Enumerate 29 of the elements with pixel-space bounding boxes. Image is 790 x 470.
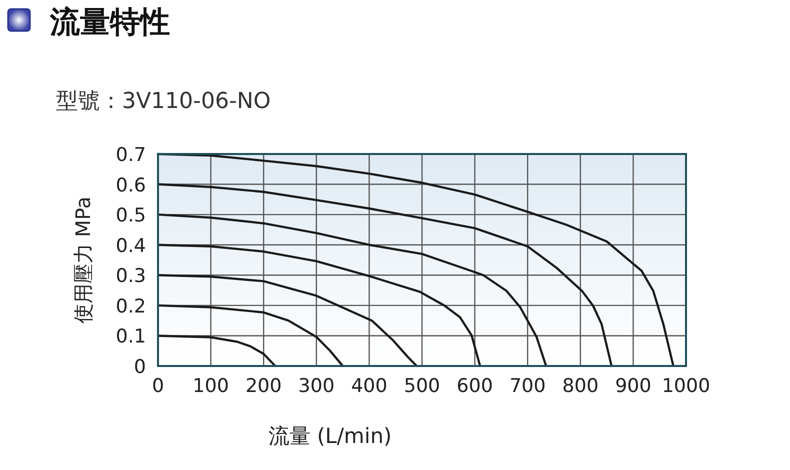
y-tick-label: 0.3 [116,265,146,288]
y-tick-label: 0.6 [116,174,146,196]
x-tick-label: 1000 [662,375,710,397]
x-tick-label: 800 [562,375,599,397]
line-series [156,213,548,368]
x-tick-label: 0 [152,375,164,397]
y-tick-label: 0.5 [116,204,146,227]
line-series [156,244,482,368]
y-axis-title: 使用壓力 MPa [71,196,95,324]
y-tick-label: 0.1 [116,326,146,348]
x-tick-label: 100 [192,375,229,397]
x-tick-label: 400 [351,375,388,397]
x-tick-label: 200 [245,375,282,397]
line-series [156,334,276,368]
line-series [156,274,418,368]
line-series [156,183,613,368]
x-axis-title: 流量 (L/min) [268,424,392,448]
x-tick-label: 600 [456,375,493,397]
chart-subtitle: 型號：3V110-06-NO [56,89,271,114]
y-tick-label: 0.4 [116,234,146,257]
x-tick-label: 300 [298,375,335,397]
y-tick-label: 0 [134,356,146,378]
x-tick-label: 900 [615,375,652,397]
chart-title: 流量特性 [49,5,170,40]
line-series [156,304,344,368]
y-tick-label: 0.7 [116,144,146,166]
x-tick-label: 700 [509,375,546,397]
x-tick-label: 500 [404,375,440,397]
y-tick-label: 0.2 [116,295,146,318]
